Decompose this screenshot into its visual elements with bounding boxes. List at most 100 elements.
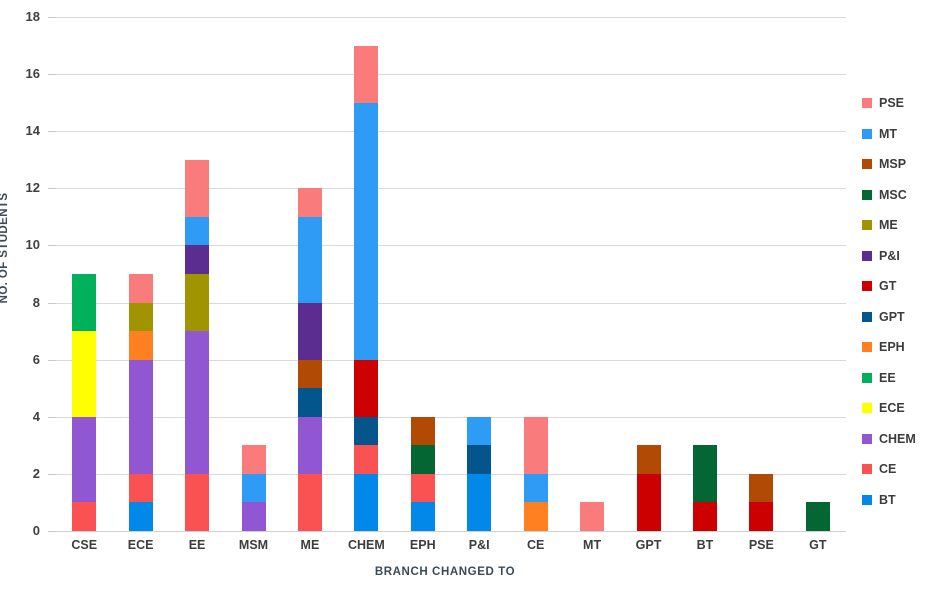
bar-segment-chem[interactable]: [297, 416, 322, 474]
legend-item[interactable]: CE: [862, 454, 948, 485]
stacked-bar[interactable]: [467, 17, 492, 531]
bar-segment-gpt[interactable]: [354, 416, 379, 446]
bar-group[interactable]: [565, 17, 619, 531]
bar-segment-mt[interactable]: [467, 416, 492, 446]
stacked-bar[interactable]: [185, 17, 210, 531]
stacked-bar[interactable]: [297, 17, 322, 531]
bar-segment-ce[interactable]: [128, 473, 153, 503]
bar-group[interactable]: [734, 17, 788, 531]
bar-segment-msp[interactable]: [636, 445, 661, 474]
bar-segment-pandi[interactable]: [185, 245, 210, 274]
stacked-bar[interactable]: [692, 17, 717, 531]
y-tick-label: 10: [25, 237, 40, 253]
stacked-bar[interactable]: [749, 17, 774, 531]
bar-segment-gt[interactable]: [636, 473, 661, 531]
bar-segment-bt[interactable]: [467, 473, 492, 531]
bar-group[interactable]: [283, 17, 337, 531]
y-tick-mark: [48, 416, 56, 418]
bar-segment-ce[interactable]: [354, 445, 379, 474]
legend-item[interactable]: MSC: [862, 180, 948, 211]
legend-swatch-icon: [862, 372, 872, 383]
legend-item[interactable]: GPT: [862, 302, 948, 333]
stacked-bar[interactable]: [72, 17, 97, 531]
stacked-bar[interactable]: [128, 17, 153, 531]
bar-segment-mt[interactable]: [185, 216, 210, 246]
bar-segment-ece[interactable]: [72, 331, 97, 417]
bar-group[interactable]: [452, 17, 506, 531]
bar-group[interactable]: [170, 17, 224, 531]
legend-item[interactable]: ECE: [862, 393, 948, 424]
legend-item[interactable]: GT: [862, 271, 948, 302]
bar-segment-ce[interactable]: [297, 473, 322, 531]
bar-segment-eph[interactable]: [523, 502, 548, 531]
bar-segment-bt[interactable]: [410, 502, 435, 531]
bar-segment-chem[interactable]: [241, 502, 266, 531]
bar-segment-mt[interactable]: [523, 473, 548, 503]
bar-segment-me[interactable]: [128, 302, 153, 332]
legend-item[interactable]: PSE: [862, 88, 948, 119]
legend-item[interactable]: MT: [862, 119, 948, 150]
bar-segment-pse[interactable]: [523, 416, 548, 474]
bar-group[interactable]: [509, 17, 563, 531]
legend-label: MT: [879, 126, 898, 141]
stacked-bar[interactable]: [410, 17, 435, 531]
stacked-bar[interactable]: [354, 17, 379, 531]
legend-item[interactable]: MSP: [862, 149, 948, 180]
bar-group[interactable]: [791, 17, 845, 531]
stacked-bar[interactable]: [636, 17, 661, 531]
bar-segment-msc[interactable]: [805, 502, 830, 531]
stacked-bar[interactable]: [580, 17, 605, 531]
stacked-bar[interactable]: [241, 17, 266, 531]
bar-segment-chem[interactable]: [72, 416, 97, 503]
legend-item[interactable]: EE: [862, 363, 948, 394]
bar-segment-msp[interactable]: [410, 416, 435, 446]
bar-segment-msc[interactable]: [692, 445, 717, 503]
bar-group[interactable]: [396, 17, 450, 531]
bar-group[interactable]: [227, 17, 281, 531]
bar-segment-msp[interactable]: [749, 473, 774, 503]
legend-item[interactable]: ME: [862, 210, 948, 241]
bar-segment-ce[interactable]: [410, 473, 435, 503]
bar-segment-pandi[interactable]: [297, 302, 322, 360]
legend-item[interactable]: P&I: [862, 241, 948, 272]
x-tick-label: CHEM: [347, 538, 385, 552]
bar-segment-bt[interactable]: [354, 473, 379, 531]
bar-segment-pse[interactable]: [128, 274, 153, 303]
y-tick-label: 12: [25, 180, 40, 196]
legend-item[interactable]: CHEM: [862, 424, 948, 455]
bar-segment-bt[interactable]: [128, 502, 153, 531]
bar-segment-me[interactable]: [185, 274, 210, 332]
bar-segment-msp[interactable]: [297, 359, 322, 389]
stacked-bar[interactable]: [805, 17, 830, 531]
bar-segment-gt[interactable]: [692, 502, 717, 531]
bar-group[interactable]: [57, 17, 111, 531]
bar-segment-pse[interactable]: [241, 445, 266, 474]
bar-segment-mt[interactable]: [297, 216, 322, 303]
bar-segment-pse[interactable]: [354, 45, 379, 103]
bar-segment-ce[interactable]: [185, 473, 210, 531]
bar-group[interactable]: [114, 17, 168, 531]
legend-item[interactable]: BT: [862, 485, 948, 516]
bar-segment-gpt[interactable]: [297, 388, 322, 417]
stacked-bar[interactable]: [523, 17, 548, 531]
bar-segment-chem[interactable]: [128, 359, 153, 474]
y-tick-mark: [48, 359, 56, 361]
bar-segment-pse[interactable]: [580, 502, 605, 531]
bar-segment-chem[interactable]: [185, 331, 210, 474]
bar-segment-pse[interactable]: [297, 188, 322, 217]
y-tick-label: 16: [25, 66, 40, 82]
bar-segment-eph[interactable]: [128, 331, 153, 360]
bar-segment-mt[interactable]: [354, 102, 379, 360]
bar-segment-gpt[interactable]: [467, 445, 492, 474]
bar-segment-msc[interactable]: [410, 445, 435, 474]
bar-group[interactable]: [622, 17, 676, 531]
bar-segment-ee[interactable]: [72, 274, 97, 332]
bar-segment-gt[interactable]: [749, 502, 774, 531]
bar-group[interactable]: [339, 17, 393, 531]
bar-segment-ce[interactable]: [72, 502, 97, 531]
bar-segment-pse[interactable]: [185, 159, 210, 217]
legend-item[interactable]: EPH: [862, 332, 948, 363]
bar-group[interactable]: [678, 17, 732, 531]
bar-segment-gt[interactable]: [354, 359, 379, 417]
bar-segment-mt[interactable]: [241, 473, 266, 503]
